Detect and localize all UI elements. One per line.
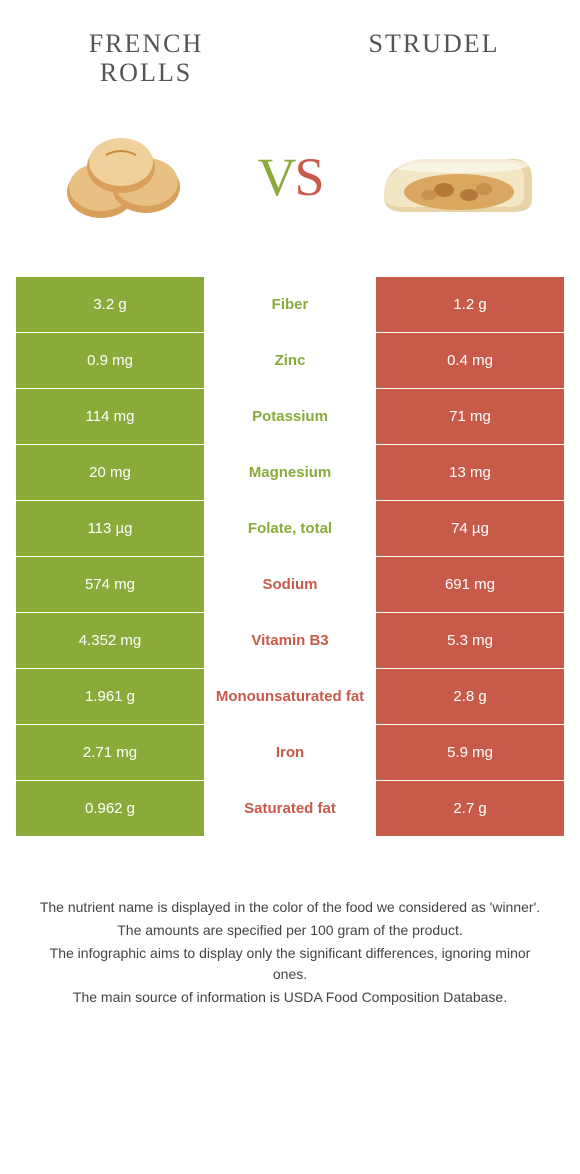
nutrient-label: Saturated fat [204, 781, 376, 837]
left-food-title: FrenchRolls [46, 30, 246, 87]
table-row: 0.9 mgZinc0.4 mg [16, 333, 564, 389]
vs-s: S [294, 147, 322, 207]
right-value: 71 mg [376, 389, 564, 445]
right-value: 5.9 mg [376, 725, 564, 781]
left-value: 3.2 g [16, 277, 204, 333]
left-value: 0.962 g [16, 781, 204, 837]
left-value: 4.352 mg [16, 613, 204, 669]
french-rolls-image [36, 107, 216, 247]
nutrient-label: Folate, total [204, 501, 376, 557]
nutrient-label: Vitamin B3 [204, 613, 376, 669]
right-food-title: Strudel [334, 30, 534, 59]
left-value: 2.71 mg [16, 725, 204, 781]
nutrient-label: Zinc [204, 333, 376, 389]
right-value: 0.4 mg [376, 333, 564, 389]
footnote-line: The amounts are specified per 100 gram o… [36, 920, 544, 941]
right-value: 691 mg [376, 557, 564, 613]
vs-label: VS [257, 146, 322, 208]
table-row: 114 mgPotassium71 mg [16, 389, 564, 445]
table-row: 113 µgFolate, total74 µg [16, 501, 564, 557]
header: FrenchRolls Strudel [16, 20, 564, 107]
images-row: VS [16, 107, 564, 277]
table-row: 3.2 gFiber1.2 g [16, 277, 564, 333]
left-value: 0.9 mg [16, 333, 204, 389]
left-value: 113 µg [16, 501, 204, 557]
footnote-line: The main source of information is USDA F… [36, 987, 544, 1008]
right-value: 2.7 g [376, 781, 564, 837]
left-value: 114 mg [16, 389, 204, 445]
strudel-image [364, 107, 544, 247]
nutrient-table: 3.2 gFiber1.2 g0.9 mgZinc0.4 mg114 mgPot… [16, 277, 564, 837]
right-value: 1.2 g [376, 277, 564, 333]
table-row: 1.961 gMonounsaturated fat2.8 g [16, 669, 564, 725]
nutrient-label: Monounsaturated fat [204, 669, 376, 725]
left-value: 574 mg [16, 557, 204, 613]
left-value: 20 mg [16, 445, 204, 501]
table-row: 4.352 mgVitamin B35.3 mg [16, 613, 564, 669]
nutrient-label: Sodium [204, 557, 376, 613]
table-row: 0.962 gSaturated fat2.7 g [16, 781, 564, 837]
vs-v: V [257, 147, 294, 207]
right-value: 74 µg [376, 501, 564, 557]
nutrient-label: Magnesium [204, 445, 376, 501]
right-value: 5.3 mg [376, 613, 564, 669]
left-value: 1.961 g [16, 669, 204, 725]
table-row: 574 mgSodium691 mg [16, 557, 564, 613]
right-value: 13 mg [376, 445, 564, 501]
table-row: 20 mgMagnesium13 mg [16, 445, 564, 501]
footnote-line: The infographic aims to display only the… [36, 943, 544, 985]
nutrient-label: Iron [204, 725, 376, 781]
right-value: 2.8 g [376, 669, 564, 725]
nutrient-label: Fiber [204, 277, 376, 333]
nutrient-label: Potassium [204, 389, 376, 445]
footnote-line: The nutrient name is displayed in the co… [36, 897, 544, 918]
table-row: 2.71 mgIron5.9 mg [16, 725, 564, 781]
footnotes: The nutrient name is displayed in the co… [16, 897, 564, 1008]
